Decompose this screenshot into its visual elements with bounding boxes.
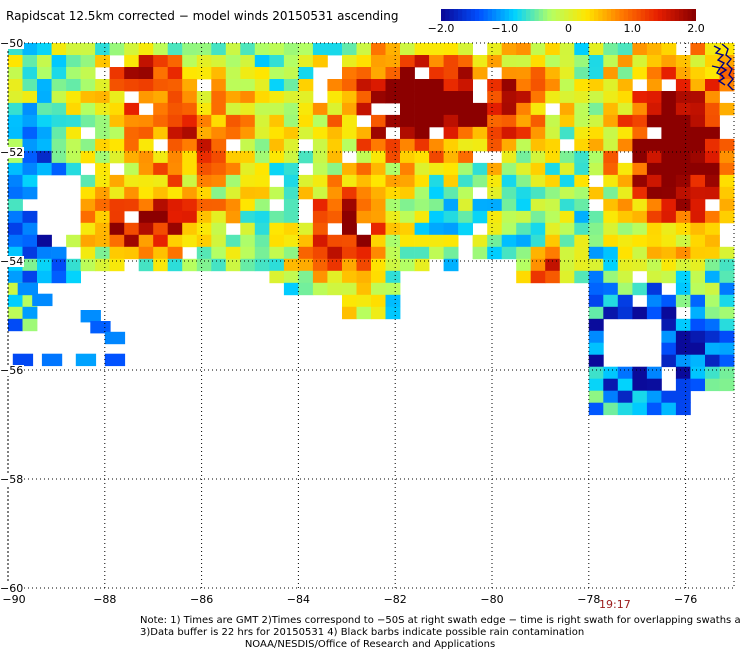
swath-time-label: 19:17 [599,598,631,611]
colorbar-segment [509,9,514,21]
colorbar-segment [551,9,557,21]
colorbar-segment [572,9,578,21]
colorbar-tick-label: 1.0 [623,22,642,35]
colorbar-segment [479,9,485,21]
longitude-label: −80 [480,593,504,606]
colorbar-segment [674,9,680,21]
colorbar-segment [594,9,599,21]
colorbar-segment [645,9,650,21]
colorbar-segment [492,9,497,21]
colorbar-segment [547,9,553,21]
longitude-label: −88 [93,593,117,606]
longitude-label: −90 [2,593,26,606]
chart-title: Rapidscat 12.5km corrected − model winds… [6,9,399,23]
longitude-label: −76 [673,593,698,606]
colorbar-segment [483,9,489,21]
colorbar-segment [623,9,629,21]
colorbar-segment [666,9,672,21]
latitude-label: −60 [0,582,25,595]
colorbar-segment [441,9,446,21]
colorbar-segment [653,9,659,21]
colorbar-segment [640,9,646,21]
latitude-label: −54 [0,255,25,268]
colorbar-segment [538,9,544,21]
colorbar-tick-label: 0 [565,22,572,35]
longitude-label: −84 [286,593,310,606]
colorbar-segment [636,9,642,21]
latitude-label: −50 [0,37,25,50]
colorbar-segment [462,9,468,21]
footnote-line-2: 3)Data buffer is 22 hrs for 20150531 4) … [140,627,585,638]
longitude-label: −86 [189,593,214,606]
latitude-label: −52 [0,146,25,159]
colorbar-segment [683,9,689,21]
wind-difference-cells [8,43,735,416]
colorbar-segment [449,9,455,21]
longitude-label: −82 [383,593,407,606]
colorbar-segment [632,9,638,21]
colorbar-segment [577,9,582,21]
colorbar-segment [598,9,604,21]
colorbar-segment [487,9,493,21]
longitude-label: −78 [577,593,601,606]
colorbar-segment [619,9,625,21]
colorbar-segment [679,9,684,21]
colorbar-segment [470,9,476,21]
colorbar-segment [500,9,506,21]
colorbar-segment [649,9,655,21]
colorbar-segment [589,9,595,21]
colorbar-segment [564,9,570,21]
colorbar-segment [585,9,591,21]
colorbar-tick-label: 2.0 [687,22,705,35]
coastline [711,43,734,91]
colorbar-segment [628,9,633,21]
colorbar-segment [657,9,663,21]
colorbar-segment [568,9,574,21]
colorbar-segment [458,9,463,21]
colorbar-segment [521,9,527,21]
colorbar-segment [670,9,676,21]
colorbar-segment [543,9,548,21]
colorbar-tick-label: −1.0 [491,22,519,35]
colorbar-segment [445,9,451,21]
colorbar-segment [691,9,696,21]
latitude-label: −56 [0,364,25,377]
colorbar-segment [687,9,693,21]
colorbar-segment [530,9,536,21]
colorbar-segment [534,9,540,21]
colorbar-segment [602,9,608,21]
colorbar-tick-label: −2.0 [427,22,455,35]
colorbar-segment [475,9,480,21]
colorbar-segment [555,9,561,21]
colorbar-segment [615,9,621,21]
latitude-label: −58 [0,473,25,486]
colorbar-segment [611,9,616,21]
colorbar-segment [526,9,531,21]
colorbar-segment [513,9,519,21]
colorbar-segment [496,9,502,21]
footnote-credit: NOAA/NESDIS/Office of Research and Appli… [244,639,496,650]
colorbar-segment [504,9,510,21]
colorbar-segment [453,9,459,21]
colorbar-segment [581,9,587,21]
colorbar-segment [517,9,523,21]
colorbar-segment [606,9,612,21]
colorbar [441,9,696,21]
colorbar-segment [662,9,667,21]
wind-difference-map [7,42,735,589]
colorbar-segment [560,9,565,21]
colorbar-segment [466,9,472,21]
footnote-line-1: Note: 1) Times are GMT 2)Times correspon… [140,615,740,626]
